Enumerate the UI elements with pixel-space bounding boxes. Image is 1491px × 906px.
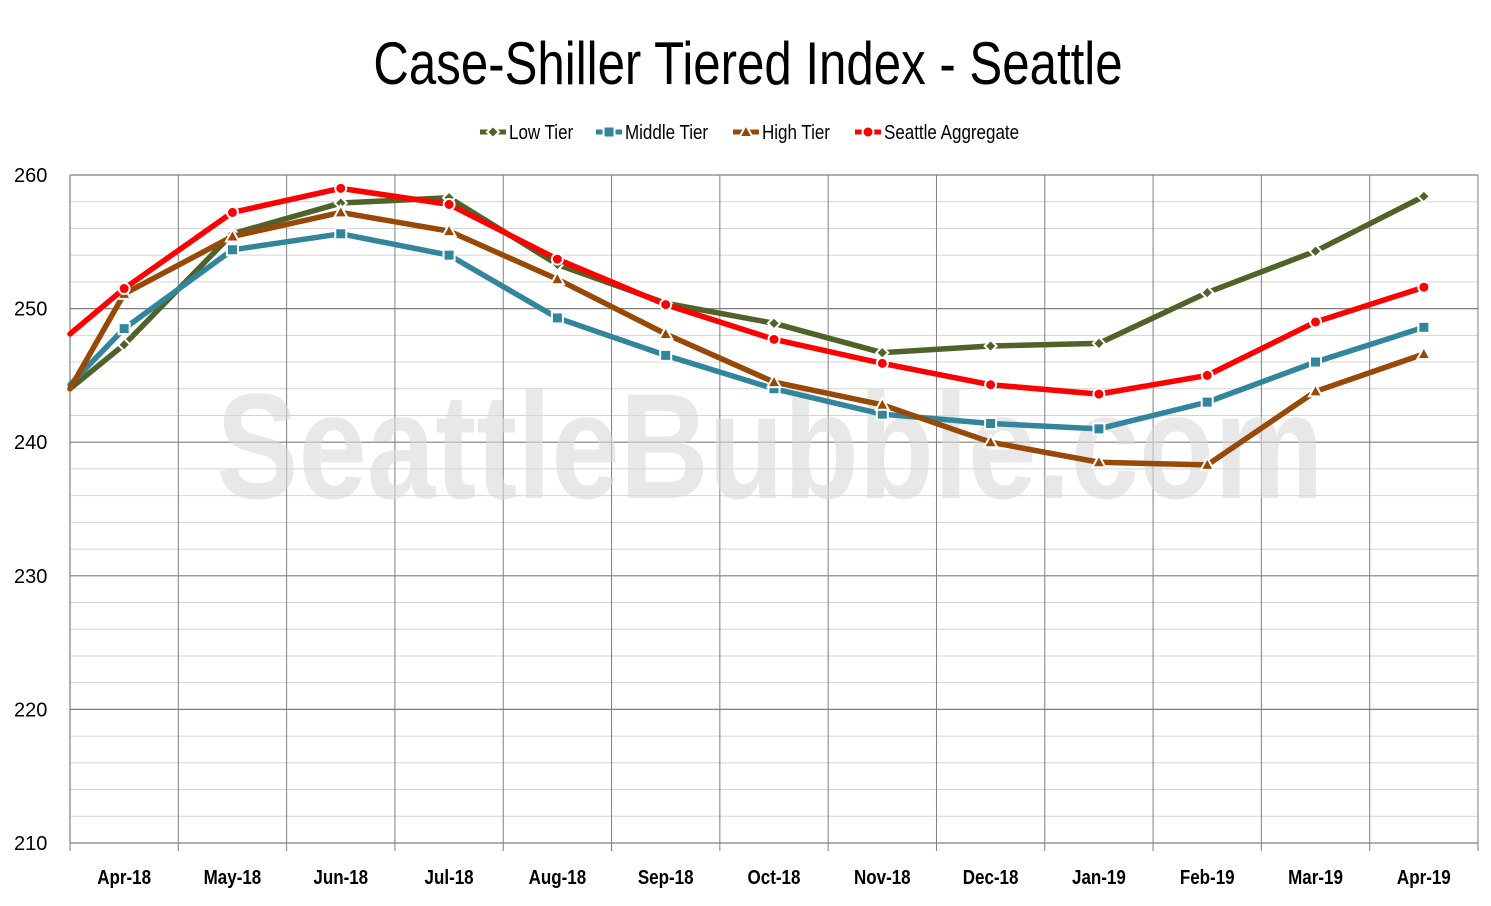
legend-label: Seattle Aggregate	[884, 121, 1019, 144]
data-point-high-tier	[1307, 382, 1324, 398]
data-point-low-tier	[1308, 243, 1323, 259]
data-point-high-tier	[440, 222, 458, 238]
series-middle-tier	[67, 227, 1431, 436]
data-point-middle-tier	[984, 416, 998, 430]
data-point-low-tier	[1199, 285, 1215, 300]
data-point-seattle-aggregate	[767, 332, 781, 346]
data-point-middle-tier	[659, 348, 673, 362]
data-point-seattle-aggregate	[334, 181, 348, 195]
data-point-low-tier	[983, 338, 999, 354]
series-line-middle-tier	[67, 231, 1427, 432]
data-point-middle-tier	[1092, 422, 1106, 436]
x-tick-label: Feb-19	[1180, 866, 1235, 889]
legend-marker	[602, 125, 616, 139]
data-point-seattle-aggregate	[1417, 280, 1431, 294]
series-high-tier	[67, 203, 1433, 471]
legend-item-low-tier: Low Tier	[480, 121, 573, 144]
data-point-seattle-aggregate	[1092, 387, 1106, 401]
y-tick-label: 230	[14, 566, 47, 588]
series-low-tier	[67, 188, 1432, 392]
data-point-middle-tier	[225, 243, 239, 257]
y-tick-label: 250	[14, 299, 47, 321]
legend-marker	[737, 122, 755, 138]
x-tick-label: Dec-18	[963, 866, 1019, 889]
series-line-high-tier	[67, 209, 1427, 468]
x-tick-label: Aug-18	[529, 866, 587, 889]
legend-marker	[861, 125, 875, 139]
x-tick-label: May-18	[204, 866, 262, 889]
data-point-seattle-aggregate	[659, 298, 673, 312]
data-point-middle-tier	[1200, 395, 1214, 409]
data-point-seattle-aggregate	[442, 197, 456, 211]
data-point-seattle-aggregate	[225, 205, 239, 219]
legend-label: Low Tier	[509, 121, 573, 144]
x-tick-label: Jun-18	[313, 866, 368, 889]
data-point-middle-tier	[442, 248, 456, 262]
data-point-high-tier	[982, 433, 999, 449]
legend-label: Middle Tier	[625, 121, 708, 144]
series-group	[67, 181, 1433, 471]
y-tick-label: 220	[14, 699, 47, 721]
x-tick-label: Oct-18	[748, 866, 801, 889]
legend-item-middle-tier: Middle Tier	[596, 121, 708, 144]
data-point-high-tier	[224, 227, 241, 243]
x-tick-label: Jan-19	[1072, 866, 1126, 889]
data-point-low-tier	[116, 337, 132, 353]
data-point-high-tier	[765, 372, 783, 389]
legend: Low Tier Middle Tier High Tier Seattle Aggr…	[480, 121, 1019, 144]
data-point-middle-tier	[117, 322, 131, 336]
data-point-low-tier	[1416, 188, 1432, 204]
x-tick-label: Jul-18	[425, 866, 474, 889]
x-tick-label: Apr-18	[97, 866, 151, 889]
data-point-seattle-aggregate	[117, 282, 131, 296]
data-point-high-tier	[874, 395, 891, 411]
data-point-middle-tier	[334, 227, 348, 241]
gridlines	[70, 174, 1479, 844]
data-point-low-tier	[766, 315, 782, 331]
data-point-seattle-aggregate	[1200, 368, 1214, 382]
data-point-high-tier	[1090, 453, 1108, 469]
legend-label: High Tier	[762, 121, 830, 144]
series-seattle-aggregate	[67, 181, 1431, 401]
series-line-seattle-aggregate	[67, 185, 1427, 397]
axes: 210 220 230 240 250 260 Apr-18 May-18 Jun-18 Jul-…	[14, 165, 1479, 889]
x-tick-label: Apr-19	[1397, 866, 1451, 889]
data-point-seattle-aggregate	[984, 378, 998, 392]
data-point-middle-tier	[550, 311, 564, 325]
data-point-low-tier	[1091, 335, 1107, 351]
y-tick-label: 260	[14, 165, 47, 187]
data-point-high-tier	[1199, 455, 1216, 471]
series-line-low-tier	[67, 193, 1427, 392]
x-tick-label: Sep-18	[638, 866, 694, 889]
legend-marker	[485, 124, 501, 140]
y-tick-label: 240	[14, 432, 47, 454]
data-point-high-tier	[1415, 344, 1433, 361]
x-tick-label: Mar-19	[1288, 866, 1343, 889]
data-point-high-tier	[549, 270, 566, 286]
data-point-high-tier	[657, 324, 674, 340]
data-point-seattle-aggregate	[550, 252, 564, 266]
x-tick-label: Nov-18	[854, 866, 911, 889]
data-point-high-tier	[332, 203, 349, 219]
legend-item-high-tier: High Tier	[733, 121, 830, 144]
chart-title: Case-Shiller Tiered Index - Seattle	[373, 29, 1122, 97]
data-point-seattle-aggregate	[1309, 315, 1323, 329]
data-point-middle-tier	[1309, 355, 1323, 369]
legend-item-seattle-aggregate: Seattle Aggregate	[855, 121, 1019, 144]
y-tick-label: 210	[14, 833, 47, 855]
data-point-middle-tier	[1417, 320, 1431, 334]
data-point-seattle-aggregate	[875, 356, 889, 370]
